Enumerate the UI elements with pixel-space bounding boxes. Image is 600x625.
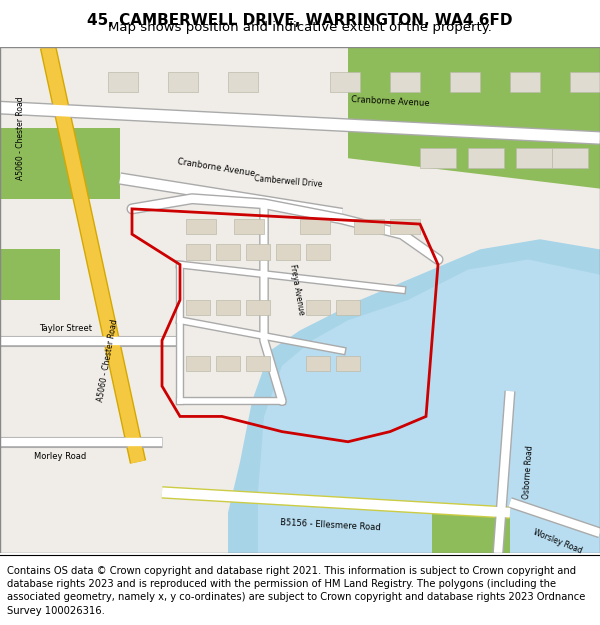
Polygon shape <box>432 512 510 553</box>
Polygon shape <box>228 72 258 92</box>
Polygon shape <box>186 300 210 315</box>
Polygon shape <box>570 72 600 92</box>
Text: 45, CAMBERWELL DRIVE, WARRINGTON, WA4 6FD: 45, CAMBERWELL DRIVE, WARRINGTON, WA4 6F… <box>87 13 513 28</box>
Polygon shape <box>0 249 60 300</box>
Polygon shape <box>246 356 270 371</box>
Polygon shape <box>306 244 330 259</box>
Polygon shape <box>246 244 270 259</box>
Text: Map shows position and indicative extent of the property.: Map shows position and indicative extent… <box>108 21 492 34</box>
Polygon shape <box>216 356 240 371</box>
Text: Camberwell Drive: Camberwell Drive <box>254 174 322 189</box>
Text: A5060 - Chester Road: A5060 - Chester Road <box>16 96 26 180</box>
Text: Morley Road: Morley Road <box>34 452 86 461</box>
Text: A5060 - Chester Road: A5060 - Chester Road <box>97 319 119 402</box>
Text: Contains OS data © Crown copyright and database right 2021. This information is : Contains OS data © Crown copyright and d… <box>7 566 586 616</box>
Polygon shape <box>390 219 420 234</box>
Polygon shape <box>246 300 270 315</box>
Polygon shape <box>330 72 360 92</box>
Polygon shape <box>354 219 384 234</box>
Polygon shape <box>0 128 120 199</box>
Polygon shape <box>186 356 210 371</box>
Text: Osborne Road: Osborne Road <box>522 445 535 499</box>
Text: Worsley Road: Worsley Road <box>532 528 584 556</box>
Polygon shape <box>276 244 300 259</box>
Polygon shape <box>228 239 600 553</box>
Polygon shape <box>108 72 138 92</box>
Polygon shape <box>306 300 330 315</box>
Polygon shape <box>336 356 360 371</box>
Polygon shape <box>420 148 456 168</box>
Text: Taylor Street: Taylor Street <box>40 324 92 333</box>
Polygon shape <box>348 47 600 189</box>
Polygon shape <box>234 219 264 234</box>
Polygon shape <box>390 72 420 92</box>
Polygon shape <box>216 244 240 259</box>
Polygon shape <box>168 72 198 92</box>
Polygon shape <box>306 356 330 371</box>
Polygon shape <box>516 148 552 168</box>
Polygon shape <box>186 244 210 259</box>
Polygon shape <box>300 219 330 234</box>
Polygon shape <box>552 148 588 168</box>
Polygon shape <box>186 219 216 234</box>
Polygon shape <box>450 72 480 92</box>
Polygon shape <box>216 300 240 315</box>
Text: B5156 - Ellesmere Road: B5156 - Ellesmere Road <box>280 518 380 532</box>
Text: Cranborne Avenue: Cranborne Avenue <box>350 94 430 108</box>
Text: Freya Avenue: Freya Avenue <box>288 264 306 316</box>
Polygon shape <box>468 148 504 168</box>
Polygon shape <box>336 300 360 315</box>
Polygon shape <box>510 72 540 92</box>
Text: Cranborne Avenue: Cranborne Avenue <box>176 158 256 179</box>
Polygon shape <box>258 259 600 553</box>
